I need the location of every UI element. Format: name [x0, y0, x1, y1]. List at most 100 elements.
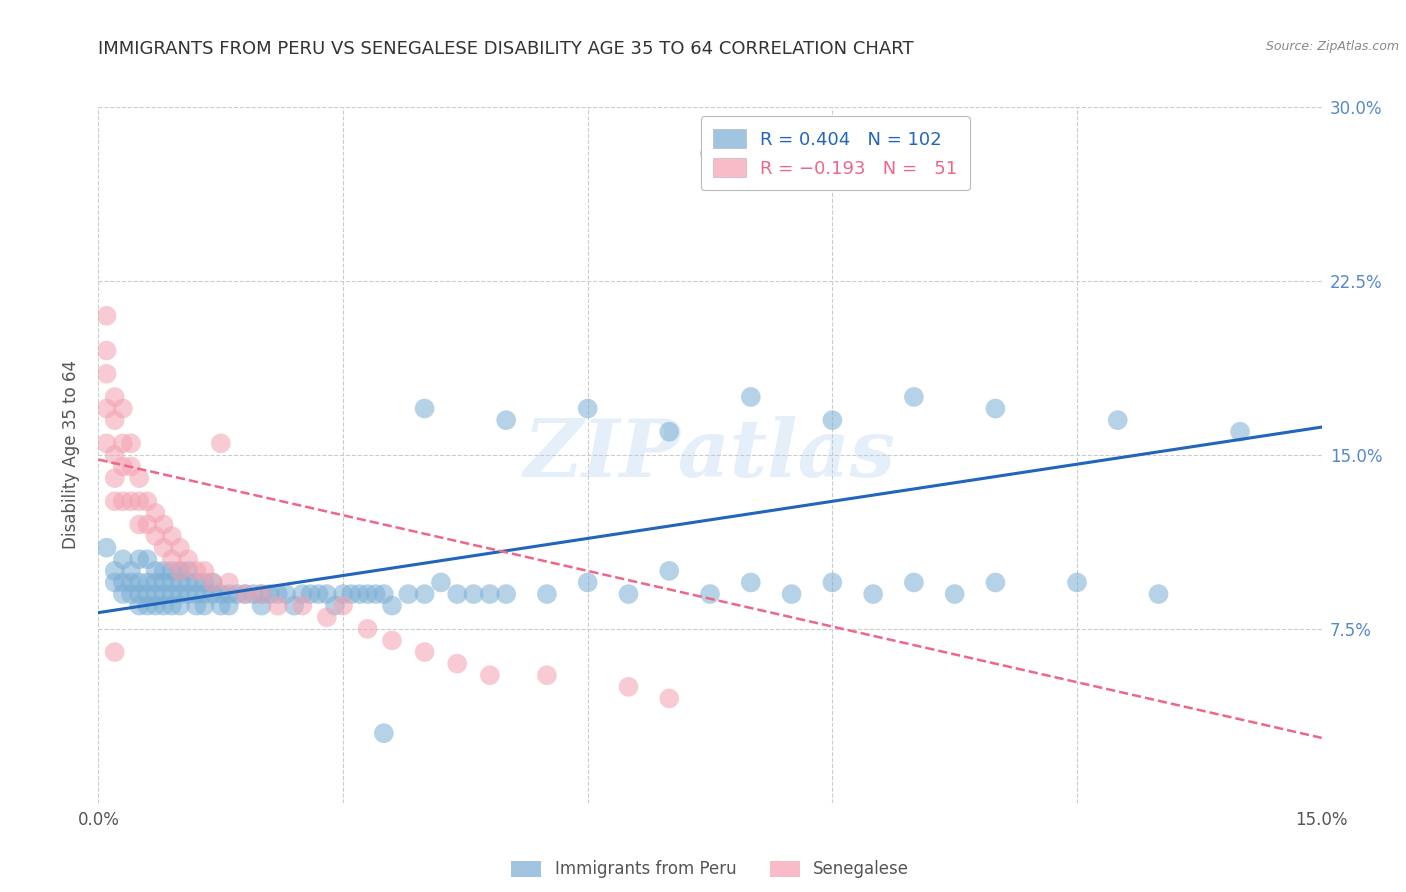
Point: [128, 575, 150, 590]
Point: [169, 587, 191, 601]
Point: [152, 575, 174, 590]
Point: [120, 564, 142, 578]
Point: [315, 587, 337, 601]
Point: [201, 575, 224, 590]
Y-axis label: Disability Age 35 to 64: Disability Age 35 to 64: [62, 360, 80, 549]
Point: [186, 599, 208, 613]
Point: [699, 587, 721, 601]
Legend: Immigrants from Peru, Senegalese: Immigrants from Peru, Senegalese: [505, 854, 915, 885]
Point: [201, 575, 224, 590]
Point: [332, 587, 354, 601]
Point: [169, 599, 191, 613]
Point: [291, 587, 314, 601]
Point: [177, 575, 200, 590]
Point: [903, 575, 925, 590]
Point: [356, 587, 378, 601]
Point: [152, 599, 174, 613]
Point: [96, 367, 118, 381]
Point: [218, 587, 240, 601]
Point: [862, 587, 884, 601]
Point: [136, 587, 159, 601]
Point: [658, 564, 681, 578]
Point: [169, 541, 191, 555]
Point: [111, 587, 134, 601]
Point: [104, 390, 127, 404]
Point: [136, 599, 159, 613]
Point: [111, 459, 134, 474]
Point: [903, 390, 925, 404]
Text: IMMIGRANTS FROM PERU VS SENEGALESE DISABILITY AGE 35 TO 64 CORRELATION CHART: IMMIGRANTS FROM PERU VS SENEGALESE DISAB…: [98, 40, 914, 58]
Point: [111, 575, 134, 590]
Point: [617, 680, 640, 694]
Point: [136, 575, 159, 590]
Point: [111, 436, 134, 450]
Point: [373, 587, 395, 601]
Point: [340, 587, 363, 601]
Point: [821, 575, 844, 590]
Point: [145, 564, 167, 578]
Point: [267, 599, 290, 613]
Point: [201, 587, 224, 601]
Point: [186, 575, 208, 590]
Point: [536, 587, 558, 601]
Point: [430, 575, 453, 590]
Point: [152, 517, 174, 532]
Point: [984, 575, 1007, 590]
Point: [96, 436, 118, 450]
Point: [1066, 575, 1088, 590]
Point: [242, 587, 264, 601]
Point: [658, 425, 681, 439]
Point: [111, 401, 134, 416]
Point: [96, 401, 118, 416]
Point: [218, 575, 240, 590]
Point: [169, 564, 191, 578]
Point: [1229, 425, 1251, 439]
Point: [943, 587, 966, 601]
Point: [186, 564, 208, 578]
Point: [152, 564, 174, 578]
Point: [364, 587, 387, 601]
Point: [396, 587, 419, 601]
Point: [495, 413, 517, 427]
Point: [160, 529, 183, 543]
Point: [291, 599, 314, 613]
Point: [1107, 413, 1129, 427]
Point: [699, 146, 721, 161]
Point: [96, 343, 118, 358]
Text: ZIPatlas: ZIPatlas: [524, 417, 896, 493]
Point: [381, 633, 404, 648]
Point: [128, 471, 150, 485]
Point: [308, 587, 330, 601]
Point: [349, 587, 371, 601]
Point: [299, 587, 322, 601]
Point: [446, 657, 468, 671]
Point: [111, 494, 134, 508]
Point: [136, 552, 159, 566]
Point: [209, 436, 232, 450]
Point: [104, 413, 127, 427]
Point: [821, 413, 844, 427]
Point: [576, 401, 599, 416]
Point: [209, 599, 232, 613]
Point: [128, 599, 150, 613]
Point: [160, 564, 183, 578]
Point: [193, 587, 215, 601]
Point: [104, 645, 127, 659]
Point: [169, 575, 191, 590]
Point: [267, 587, 290, 601]
Point: [209, 587, 232, 601]
Point: [478, 668, 501, 682]
Point: [145, 587, 167, 601]
Point: [152, 541, 174, 555]
Point: [356, 622, 378, 636]
Point: [177, 552, 200, 566]
Point: [226, 587, 249, 601]
Point: [160, 587, 183, 601]
Point: [120, 494, 142, 508]
Point: [250, 599, 273, 613]
Point: [145, 575, 167, 590]
Point: [120, 436, 142, 450]
Point: [250, 587, 273, 601]
Point: [96, 541, 118, 555]
Point: [283, 599, 305, 613]
